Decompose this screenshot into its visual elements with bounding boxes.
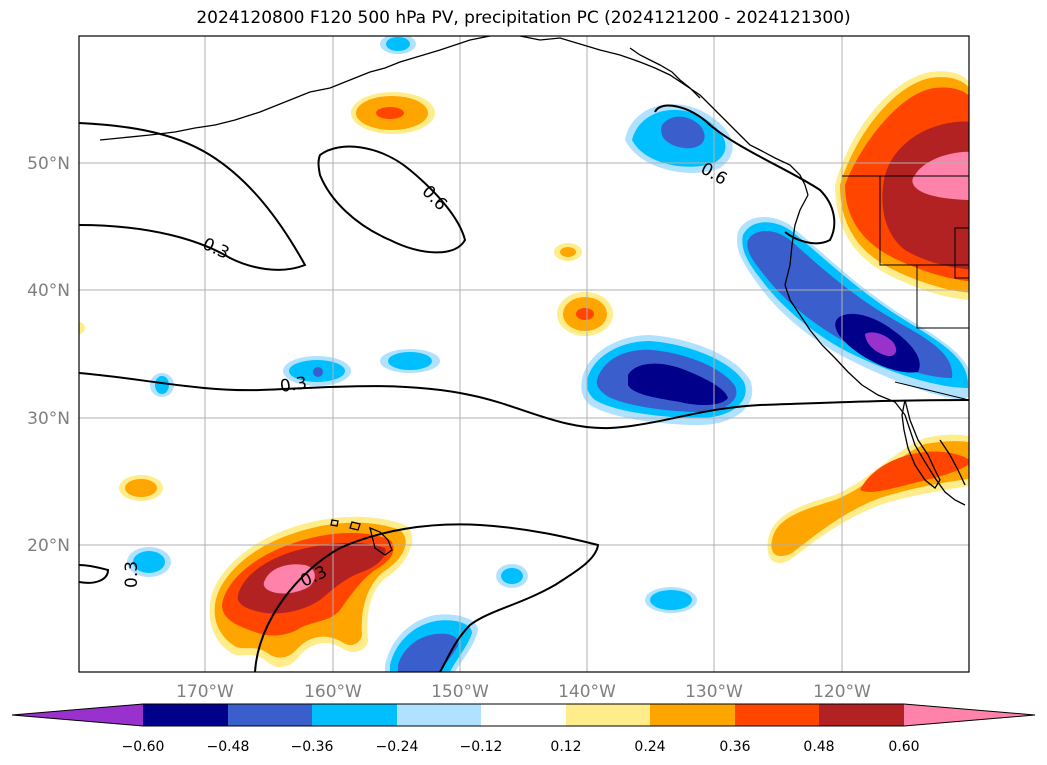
graticule: [79, 36, 969, 672]
neg-anomaly-blob: [133, 551, 165, 573]
colorbar-tick-label: 0.12: [550, 739, 581, 755]
colorbar-tick-label: −0.48: [207, 739, 250, 755]
colorbar-tick-label: −0.24: [376, 739, 419, 755]
pos-anomaly-blob: [576, 308, 594, 320]
colorbar-segment: [481, 704, 566, 726]
neg-anomaly-blob: [386, 37, 410, 51]
pos-anomaly-blob: [376, 107, 404, 119]
colorbar-segment: [12, 704, 143, 726]
pos-anomaly-blob: [560, 247, 576, 257]
colorbar-segment: [566, 704, 650, 726]
neg-anomaly-blob: [398, 633, 459, 672]
colorbar-segment: [819, 704, 904, 726]
colorbar-segment: [397, 704, 481, 726]
colorbar-segment: [143, 704, 228, 726]
lon-label: 120°W: [813, 682, 871, 702]
colorbar-tick-label: −0.12: [460, 739, 503, 755]
colorbar-tick-label: −0.60: [122, 739, 165, 755]
lon-label: 150°W: [431, 682, 489, 702]
precip-shading: [79, 36, 969, 672]
contour-label: 0.6: [418, 182, 451, 215]
neg-anomaly-blob: [628, 363, 728, 406]
neg-anomaly-blob: [661, 116, 705, 149]
latitude-labels: 50°N 40°N 30°N 20°N: [27, 154, 70, 556]
contour-label: 0.3: [122, 561, 142, 588]
neg-anomaly-blob: [865, 332, 897, 357]
map-frame: [78, 35, 970, 673]
lat-label: 30°N: [27, 409, 70, 429]
colorbar-segment: [904, 704, 1035, 726]
lat-label: 20°N: [27, 536, 70, 556]
colorbar: −0.60 −0.48 −0.36 −0.24 −0.12 0.12 0.24 …: [11, 703, 1036, 755]
pos-anomaly-blob: [860, 451, 969, 492]
pos-anomaly-blob: [79, 322, 85, 334]
pv-contours: [79, 104, 969, 672]
colorbar-segment: [650, 704, 735, 726]
lat-label: 50°N: [27, 154, 70, 174]
neg-anomaly-blob: [313, 367, 323, 377]
pos-anomaly-blob: [125, 479, 157, 497]
colorbar-tick-label: 0.48: [803, 739, 834, 755]
lon-label: 140°W: [558, 682, 616, 702]
neg-anomaly-blob: [388, 352, 432, 370]
lon-label: 160°W: [304, 682, 362, 702]
colorbar-tick-label: 0.24: [634, 739, 665, 755]
colorbar-tick-label: 0.60: [888, 739, 919, 755]
chart-title: 2024120800 F120 500 hPa PV, precipitatio…: [196, 8, 851, 28]
colorbar-segment: [228, 704, 312, 726]
coastlines: [99, 36, 969, 556]
contour-label: 0.3: [199, 234, 232, 264]
neg-anomaly-blob: [650, 590, 692, 610]
neg-anomaly-blob: [155, 376, 169, 394]
longitude-labels: 170°W 160°W 150°W 140°W 130°W 120°W: [176, 682, 871, 702]
colorbar-tick-label: 0.36: [719, 739, 750, 755]
lat-label: 40°N: [27, 281, 70, 301]
colorbar-tick-label: −0.36: [291, 739, 334, 755]
colorbar-segment: [735, 704, 819, 726]
contour-label: 0.3: [279, 373, 309, 397]
lon-label: 130°W: [685, 682, 743, 702]
colorbar-segment: [312, 704, 397, 726]
neg-anomaly-blob: [501, 568, 523, 584]
lon-label: 170°W: [176, 682, 234, 702]
pos-anomaly-blob: [263, 564, 315, 594]
